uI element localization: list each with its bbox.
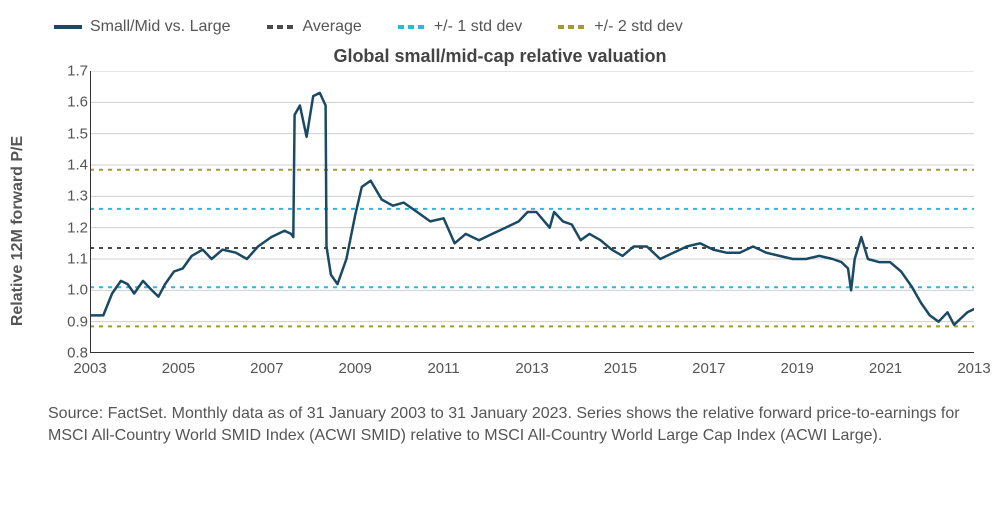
legend-item-std2: +/- 2 std dev [558,18,683,36]
legend-item-std1: +/- 1 std dev [398,18,523,36]
x-tick: 2005 [162,360,195,377]
x-tick: 2021 [869,360,902,377]
x-tick: 2013 [957,360,990,377]
legend-swatch [54,25,82,29]
legend-swatch [267,25,295,29]
x-tick: 2011 [427,360,459,377]
legend-swatch [558,25,586,29]
source-text: Source: FactSet. Monthly data as of 31 J… [24,391,976,446]
legend-label: Average [303,18,362,36]
x-tick: 2013 [515,360,548,377]
y-tick: 0.8 [48,345,88,362]
x-tick: 2019 [781,360,814,377]
chart-svg [90,71,974,353]
chart-container: Small/Mid vs. Large Average +/- 1 std de… [0,0,1000,527]
y-tick: 1.2 [48,219,88,236]
y-tick: 1.1 [48,251,88,268]
y-tick: 1.4 [48,157,88,174]
chart-title: Global small/mid-cap relative valuation [24,46,976,67]
x-tick: 2017 [692,360,725,377]
x-tick: 2015 [604,360,637,377]
legend-item-main: Small/Mid vs. Large [54,18,231,36]
y-tick: 1.7 [48,63,88,80]
y-tick: 1.5 [48,125,88,142]
legend-label: +/- 2 std dev [594,18,683,36]
y-tick: 1.0 [48,282,88,299]
y-axis-label: Relative 12M forward P/E [9,136,27,326]
y-tick: 1.3 [48,188,88,205]
plot-area [90,71,974,353]
legend-swatch [398,25,426,29]
legend-label: +/- 1 std dev [434,18,523,36]
x-tick: 2003 [73,360,106,377]
legend-item-average: Average [267,18,362,36]
x-tick: 2009 [339,360,372,377]
y-tick: 1.6 [48,94,88,111]
chart-area: Relative 12M forward P/E 0.8 0.9 1.0 1.1… [24,71,976,391]
y-tick: 0.9 [48,313,88,330]
x-tick: 2007 [250,360,283,377]
legend: Small/Mid vs. Large Average +/- 1 std de… [24,18,976,36]
legend-label: Small/Mid vs. Large [90,18,231,36]
